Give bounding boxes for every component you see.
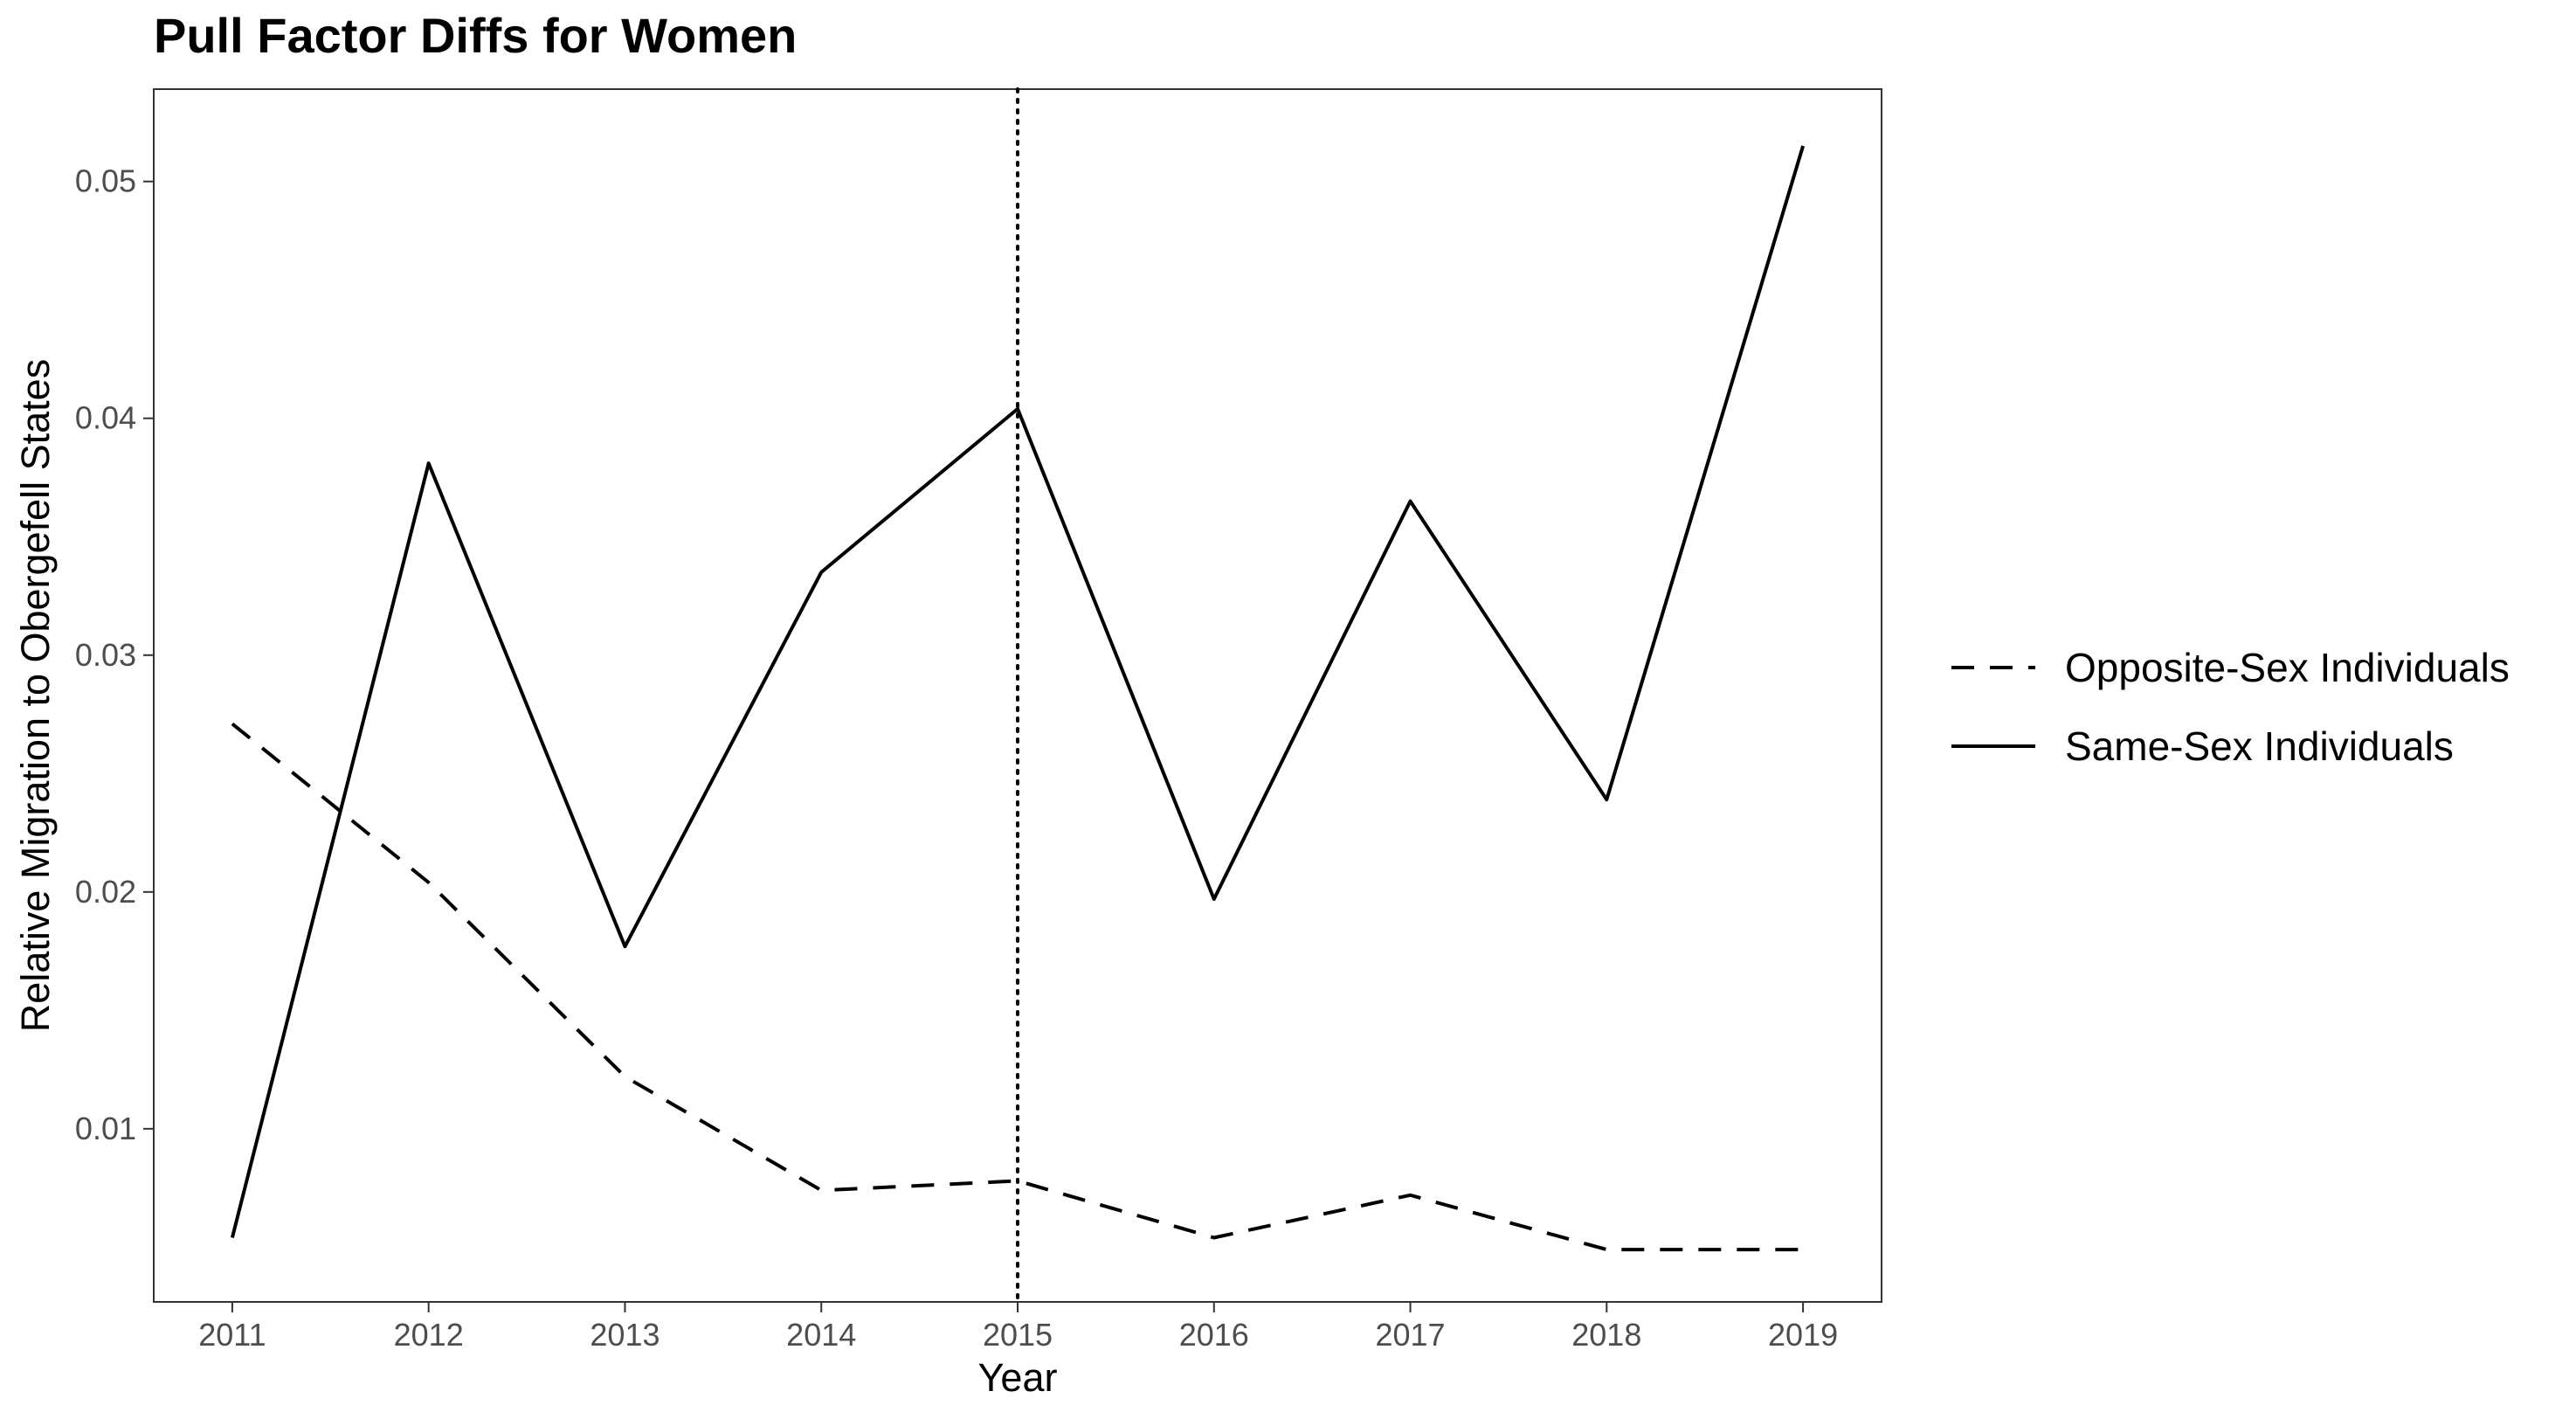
legend-label: Same-Sex Individuals	[2065, 723, 2454, 769]
x-tick-label: 2011	[198, 1317, 266, 1353]
x-tick-label: 2016	[1179, 1317, 1249, 1353]
y-tick-label: 0.05	[75, 163, 136, 199]
x-tick-label: 2019	[1768, 1317, 1838, 1353]
series-layer	[230, 145, 1806, 1252]
x-tick-label: 2013	[590, 1317, 660, 1353]
y-tick-label: 0.04	[75, 400, 136, 436]
series-line-same-sex-individuals	[230, 145, 1806, 1238]
legend: Opposite-Sex Individuals Same-Sex Individ…	[1951, 645, 2510, 769]
x-tick-label: 2012	[394, 1317, 464, 1353]
chart-title: Pull Factor Diffs for Women	[154, 8, 797, 63]
y-tick-label: 0.03	[75, 637, 136, 673]
x-tick-label: 2015	[983, 1317, 1053, 1353]
legend-label: Opposite-Sex Individuals	[2065, 645, 2510, 690]
y-tick-label: 0.02	[75, 874, 136, 910]
x-axis-title: Year	[978, 1355, 1058, 1400]
y-axis: 0.01 0.02 0.03 0.04 0.05	[75, 163, 154, 1146]
x-tick-label: 2017	[1375, 1317, 1445, 1353]
x-tick-label: 2014	[786, 1317, 856, 1353]
x-axis: 2011 2012 2013 2014 2015 2016 2017 2018 2019	[198, 1302, 1838, 1353]
x-tick-label: 2018	[1571, 1317, 1641, 1353]
y-axis-title: Relative Migration to Obergefell States	[13, 359, 58, 1032]
y-tick-label: 0.01	[75, 1111, 136, 1146]
